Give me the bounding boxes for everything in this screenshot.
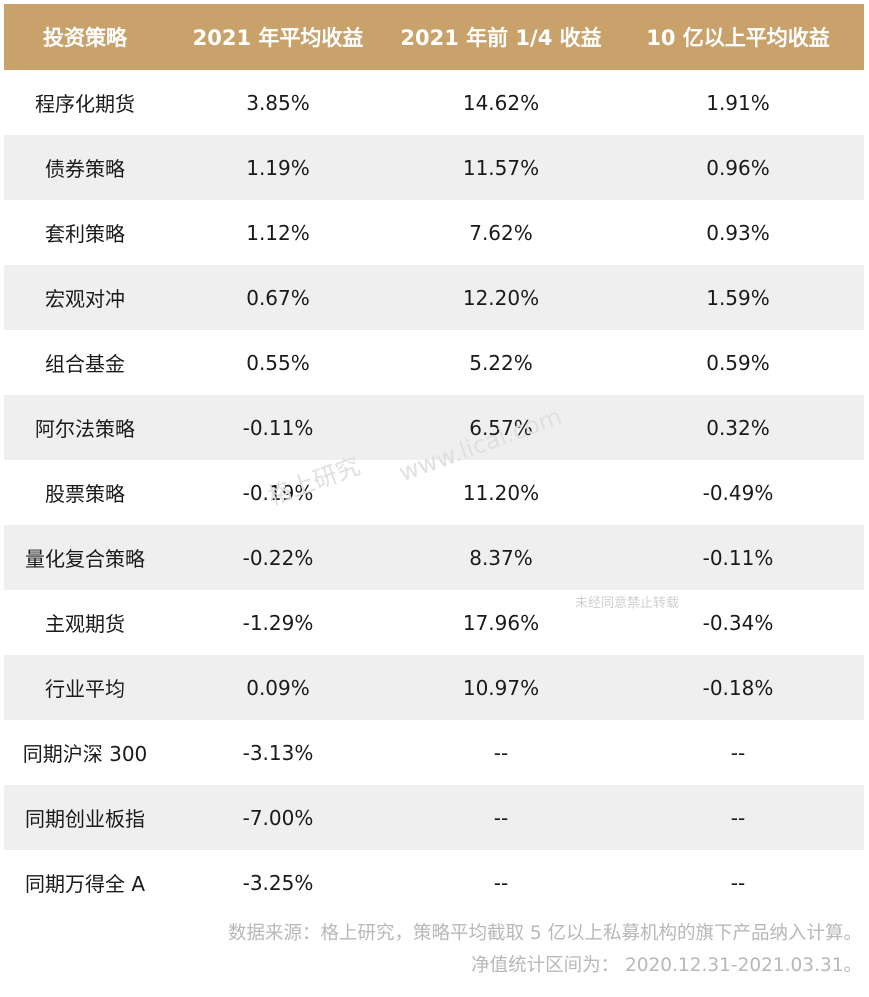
cell-2021-avg-return: 0.55% [246,350,310,375]
cell-2021-avg-return: 1.19% [246,155,310,180]
cell-over-1b-avg-return: -0.34% [702,610,774,635]
cell-2021-avg-return: -0.19% [242,480,314,505]
header-2021-avg-return: 2021 年平均收益 [192,26,364,50]
cell-2021-avg-return: 0.09% [246,675,310,700]
header-2021-q1-return: 2021 年前 1/4 收益 [400,26,602,50]
cell-2021-avg-return: -7.00% [242,805,314,830]
header-over-1b-avg-return: 10 亿以上平均收益 [646,26,830,50]
cell-2021-avg-return: 0.67% [246,285,310,310]
table-row: 组合基金 0.55% 5.22% 0.59% [4,330,864,395]
cell-2021-avg-return: 1.12% [246,220,310,245]
table-row: 行业平均 0.09% 10.97% -0.18% [4,655,864,720]
table-row: 主观期货 -1.29% 17.96% -0.34% [4,590,864,655]
cell-over-1b-avg-return: -0.11% [702,545,774,570]
cell-strategy: 股票策略 [45,482,125,506]
cell-strategy: 行业平均 [45,677,125,701]
cell-strategy: 组合基金 [45,352,125,376]
cell-2021-avg-return: -1.29% [242,610,314,635]
cell-over-1b-avg-return: 1.59% [706,285,770,310]
cell-over-1b-avg-return: 0.93% [706,220,770,245]
cell-2021-q1-return: 8.37% [469,545,533,570]
cell-strategy: 同期沪深 300 [22,742,148,766]
table-row: 套利策略 1.12% 7.62% 0.93% [4,200,864,265]
table-row: 宏观对冲 0.67% 12.20% 1.59% [4,265,864,330]
cell-2021-q1-return: 5.22% [469,350,533,375]
cell-2021-q1-return: 17.96% [462,610,540,635]
cell-over-1b-avg-return: -0.49% [702,480,774,505]
source-note: 数据来源：格上研究，策略平均截取 5 亿以上私募机构的旗下产品纳入计算。 净值统… [228,918,862,982]
table-row: 股票策略 -0.19% 11.20% -0.49% [4,460,864,525]
cell-over-1b-avg-return: -0.18% [702,675,774,700]
cell-strategy: 主观期货 [45,612,125,636]
cell-strategy: 程序化期货 [35,92,135,116]
header-strategy: 投资策略 [43,26,127,50]
cell-2021-q1-return: -- [493,740,509,765]
table-body: 程序化期货 3.85% 14.62% 1.91% 债券策略 1.19% 11.57% 0.96… [4,70,864,915]
cell-2021-q1-return: 6.57% [469,415,533,440]
table-row: 同期创业板指 -7.00% -- -- [4,785,864,850]
table-row: 程序化期货 3.85% 14.62% 1.91% [4,70,864,135]
returns-table: 投资策略 2021 年平均收益 2021 年前 1/4 收益 10 亿以上平均收… [4,4,864,915]
cell-strategy: 套利策略 [45,222,125,246]
table-row: 同期沪深 300 -3.13% -- -- [4,720,864,785]
table-row: 债券策略 1.19% 11.57% 0.96% [4,135,864,200]
cell-2021-avg-return: -3.25% [242,870,314,895]
cell-2021-avg-return: -0.22% [242,545,314,570]
cell-2021-q1-return: 14.62% [462,90,540,115]
cell-2021-avg-return: 3.85% [246,90,310,115]
cell-2021-q1-return: 7.62% [469,220,533,245]
source-note-line1: 数据来源：格上研究，策略平均截取 5 亿以上私募机构的旗下产品纳入计算。 [227,923,862,944]
table-row: 阿尔法策略 -0.11% 6.57% 0.32% [4,395,864,460]
cell-2021-q1-return: 11.57% [462,155,540,180]
table-row: 同期万得全 A -3.25% -- -- [4,850,864,915]
cell-strategy: 债券策略 [45,157,125,181]
source-note-line2: 净值统计区间为： 2020.12.31-2021.03.31。 [471,955,862,976]
cell-over-1b-avg-return: 0.59% [706,350,770,375]
cell-2021-avg-return: -3.13% [242,740,314,765]
cell-over-1b-avg-return: -- [730,805,746,830]
table-row: 量化复合策略 -0.22% 8.37% -0.11% [4,525,864,590]
cell-strategy: 同期万得全 A [24,872,146,896]
cell-strategy: 阿尔法策略 [35,417,135,441]
cell-over-1b-avg-return: 0.96% [706,155,770,180]
cell-2021-q1-return: 12.20% [462,285,540,310]
cell-2021-q1-return: 11.20% [462,480,540,505]
table-header: 投资策略 2021 年平均收益 2021 年前 1/4 收益 10 亿以上平均收… [4,4,864,70]
cell-2021-q1-return: 10.97% [462,675,540,700]
cell-strategy: 量化复合策略 [25,547,145,571]
cell-over-1b-avg-return: -- [730,870,746,895]
cell-strategy: 宏观对冲 [45,287,125,311]
cell-2021-q1-return: -- [493,805,509,830]
cell-over-1b-avg-return: 0.32% [706,415,770,440]
cell-2021-avg-return: -0.11% [242,415,314,440]
cell-over-1b-avg-return: 1.91% [706,90,770,115]
cell-2021-q1-return: -- [493,870,509,895]
cell-over-1b-avg-return: -- [730,740,746,765]
cell-strategy: 同期创业板指 [25,807,145,831]
